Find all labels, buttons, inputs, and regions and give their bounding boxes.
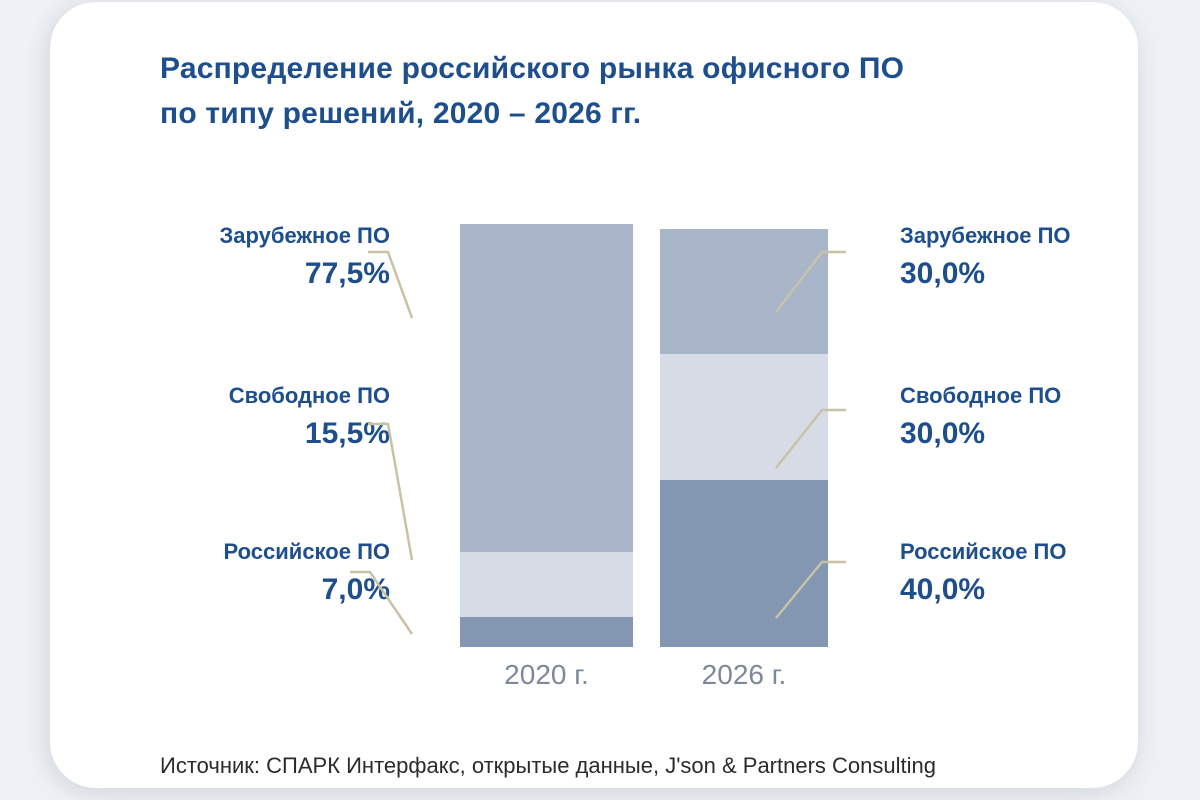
x-axis-label-2026: 2026 г. <box>701 659 787 690</box>
chart-title-line1: Распределение российского рынка офисного… <box>160 52 905 85</box>
callout-value: 40,0% <box>900 573 986 606</box>
callout-value: 77,5% <box>304 257 390 290</box>
bar-segment <box>660 229 828 355</box>
callout-2026-russian: Российское ПО 40,0% <box>900 538 1140 608</box>
stacked-bar-2026 <box>660 229 828 647</box>
callout-value: 15,5% <box>304 417 390 450</box>
callout-label: Свободное ПО <box>900 383 1062 408</box>
callout-label: Зарубежное ПО <box>219 223 390 248</box>
callout-2020-foreign: Зарубежное ПО 77,5% <box>170 222 390 292</box>
stacked-bar-2020 <box>460 224 633 647</box>
bar-segment <box>460 551 633 618</box>
bar-segment <box>660 354 828 480</box>
callout-label: Свободное ПО <box>228 383 390 408</box>
chart-card: Распределение российского рынка офисного… <box>50 2 1138 788</box>
callout-label: Российское ПО <box>223 539 390 564</box>
bar-segment <box>460 224 633 552</box>
x-axis-label-2020: 2020 г. <box>504 659 589 690</box>
callout-2020-russian: Российское ПО 7,0% <box>170 538 390 608</box>
chart-title-line2: по типу решений, 2020 – 2026 гг. <box>160 97 642 130</box>
bar-segment <box>660 479 828 647</box>
callout-label: Зарубежное ПО <box>900 223 1071 248</box>
callout-2026-free: Свободное ПО 30,0% <box>900 382 1140 452</box>
callout-value: 30,0% <box>900 417 986 450</box>
callout-value: 30,0% <box>900 257 986 290</box>
callout-2020-free: Свободное ПО 15,5% <box>170 382 390 452</box>
bar-segment <box>460 617 633 647</box>
callout-value: 7,0% <box>321 573 390 606</box>
source-caption: Источник: СПАРК Интерфакс, открытые данн… <box>160 753 936 778</box>
chart-title: Распределение российского рынка офисного… <box>160 46 1100 136</box>
callout-2026-foreign: Зарубежное ПО 30,0% <box>900 222 1140 292</box>
callout-label: Российское ПО <box>900 539 1067 564</box>
